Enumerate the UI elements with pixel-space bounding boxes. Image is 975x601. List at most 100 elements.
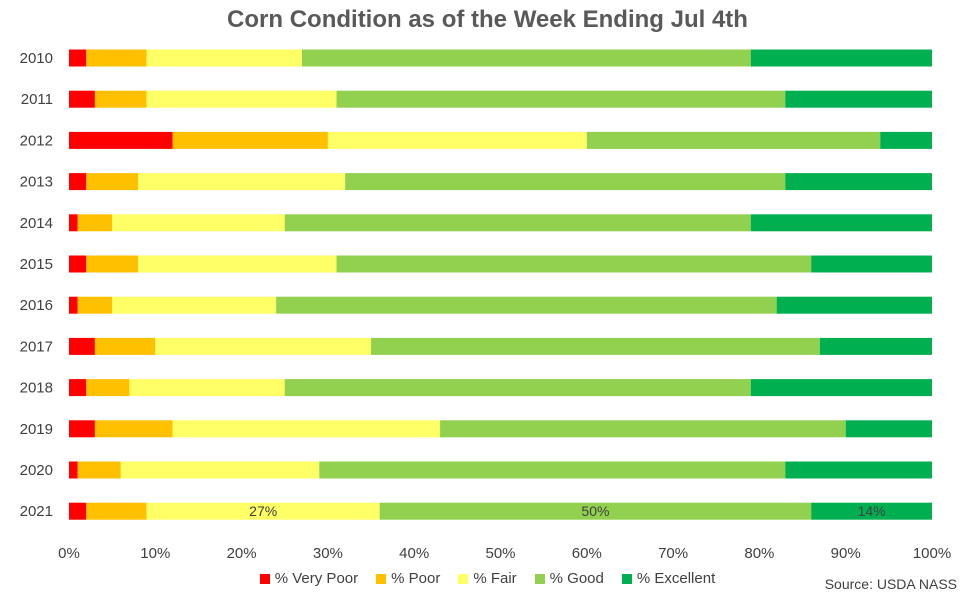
bar-segment bbox=[69, 461, 78, 479]
bar-segment bbox=[811, 502, 932, 520]
category-label: 2010 bbox=[20, 50, 53, 67]
bar-segment bbox=[880, 131, 932, 149]
bar-segment bbox=[69, 296, 78, 314]
data-label: 14% bbox=[858, 503, 886, 519]
legend-swatch bbox=[376, 573, 387, 584]
legend-item: % Fair bbox=[458, 570, 517, 587]
bar-segment bbox=[302, 49, 751, 67]
bar-segment bbox=[77, 214, 113, 232]
bar-segment bbox=[69, 90, 95, 108]
category-label: 2015 bbox=[20, 256, 53, 273]
legend-item: % Poor bbox=[376, 570, 440, 587]
bar-segment bbox=[112, 214, 285, 232]
x-tick-label: 10% bbox=[140, 545, 170, 562]
bar-segment bbox=[77, 296, 113, 314]
legend-swatch bbox=[259, 573, 270, 584]
bar-segment bbox=[69, 337, 95, 355]
bar-segment bbox=[146, 90, 337, 108]
bar-segment bbox=[69, 502, 87, 520]
category-label: 2012 bbox=[20, 132, 53, 149]
bar-segment bbox=[94, 90, 147, 108]
bar-segment bbox=[112, 296, 277, 314]
category-label: 2020 bbox=[20, 462, 53, 479]
bar-segment bbox=[811, 255, 932, 273]
bar-segment bbox=[284, 379, 751, 397]
bar-segment bbox=[785, 173, 932, 191]
bar-segment bbox=[750, 214, 932, 232]
bar-segment bbox=[336, 255, 812, 273]
category-label: 2017 bbox=[20, 338, 53, 355]
legend-swatch bbox=[534, 573, 545, 584]
bar-segment bbox=[138, 255, 337, 273]
category-label: 2016 bbox=[20, 297, 53, 314]
bar-segment bbox=[94, 420, 173, 438]
x-tick-label: 60% bbox=[572, 545, 602, 562]
legend-item: % Good bbox=[534, 570, 604, 587]
x-tick-label: 50% bbox=[485, 545, 515, 562]
bar-segment bbox=[785, 461, 932, 479]
category-label: 2014 bbox=[20, 215, 53, 232]
bar-segment bbox=[77, 461, 121, 479]
x-tick-label: 80% bbox=[744, 545, 774, 562]
data-label: 50% bbox=[581, 503, 609, 519]
x-tick-label: 20% bbox=[227, 545, 257, 562]
bar-segment bbox=[845, 420, 932, 438]
x-tick-label: 0% bbox=[58, 545, 80, 562]
legend-label: % Very Poor bbox=[274, 570, 359, 587]
bar-segment bbox=[86, 502, 147, 520]
bar-segment bbox=[86, 255, 139, 273]
legend-item: % Very Poor bbox=[259, 570, 359, 587]
x-tick-label: 100% bbox=[913, 545, 951, 562]
bar-segment bbox=[69, 173, 87, 191]
bar-segment bbox=[69, 420, 95, 438]
bar-segment bbox=[819, 337, 932, 355]
bar-segment bbox=[138, 173, 346, 191]
legend-label: % Poor bbox=[391, 570, 441, 587]
bar-segment bbox=[319, 461, 786, 479]
bar-segment bbox=[276, 296, 777, 314]
bar-segment bbox=[379, 502, 812, 520]
legend-label: % Good bbox=[549, 570, 604, 587]
bar-segment bbox=[284, 214, 751, 232]
bar-segment bbox=[440, 420, 846, 438]
bar-segment bbox=[86, 49, 147, 67]
bar-segment bbox=[750, 49, 932, 67]
bar-segment bbox=[146, 502, 380, 520]
legend: % Very Poor % Poor % Fair % Good % Excellent bbox=[0, 570, 975, 587]
bar-segment bbox=[69, 379, 87, 397]
source-note: Source: USDA NASS bbox=[824, 576, 957, 592]
category-label: 2011 bbox=[21, 91, 53, 108]
x-tick-label: 70% bbox=[658, 545, 688, 562]
legend-label: % Excellent bbox=[636, 570, 716, 587]
bar-segment bbox=[776, 296, 932, 314]
x-tick-label: 90% bbox=[831, 545, 861, 562]
legend-swatch bbox=[458, 573, 469, 584]
bar-segment bbox=[86, 173, 139, 191]
bar-segment bbox=[172, 131, 328, 149]
bar-segment bbox=[750, 379, 932, 397]
bar-segment bbox=[336, 90, 786, 108]
bar-segment bbox=[69, 214, 78, 232]
x-tick-label: 40% bbox=[399, 545, 429, 562]
x-tick-label: 30% bbox=[313, 545, 343, 562]
bar-segment bbox=[120, 461, 320, 479]
chart-title: Corn Condition as of the Week Ending Jul… bbox=[227, 6, 748, 33]
bar-segment bbox=[69, 49, 87, 67]
legend-label: % Fair bbox=[473, 570, 517, 587]
bar-segment bbox=[86, 379, 130, 397]
bar-segment bbox=[586, 131, 881, 149]
bar-segment bbox=[345, 173, 786, 191]
bar-segment bbox=[94, 337, 156, 355]
legend-item: % Excellent bbox=[621, 570, 716, 587]
data-label: 27% bbox=[249, 503, 277, 519]
bar-segment bbox=[327, 131, 587, 149]
bar-segment bbox=[69, 131, 173, 149]
bar-segment bbox=[69, 255, 87, 273]
bar-segment bbox=[129, 379, 285, 397]
bar-segment bbox=[371, 337, 820, 355]
legend-swatch bbox=[621, 573, 632, 584]
category-label: 2021 bbox=[20, 503, 53, 520]
category-label: 2018 bbox=[20, 380, 53, 397]
bar-segment bbox=[172, 420, 441, 438]
